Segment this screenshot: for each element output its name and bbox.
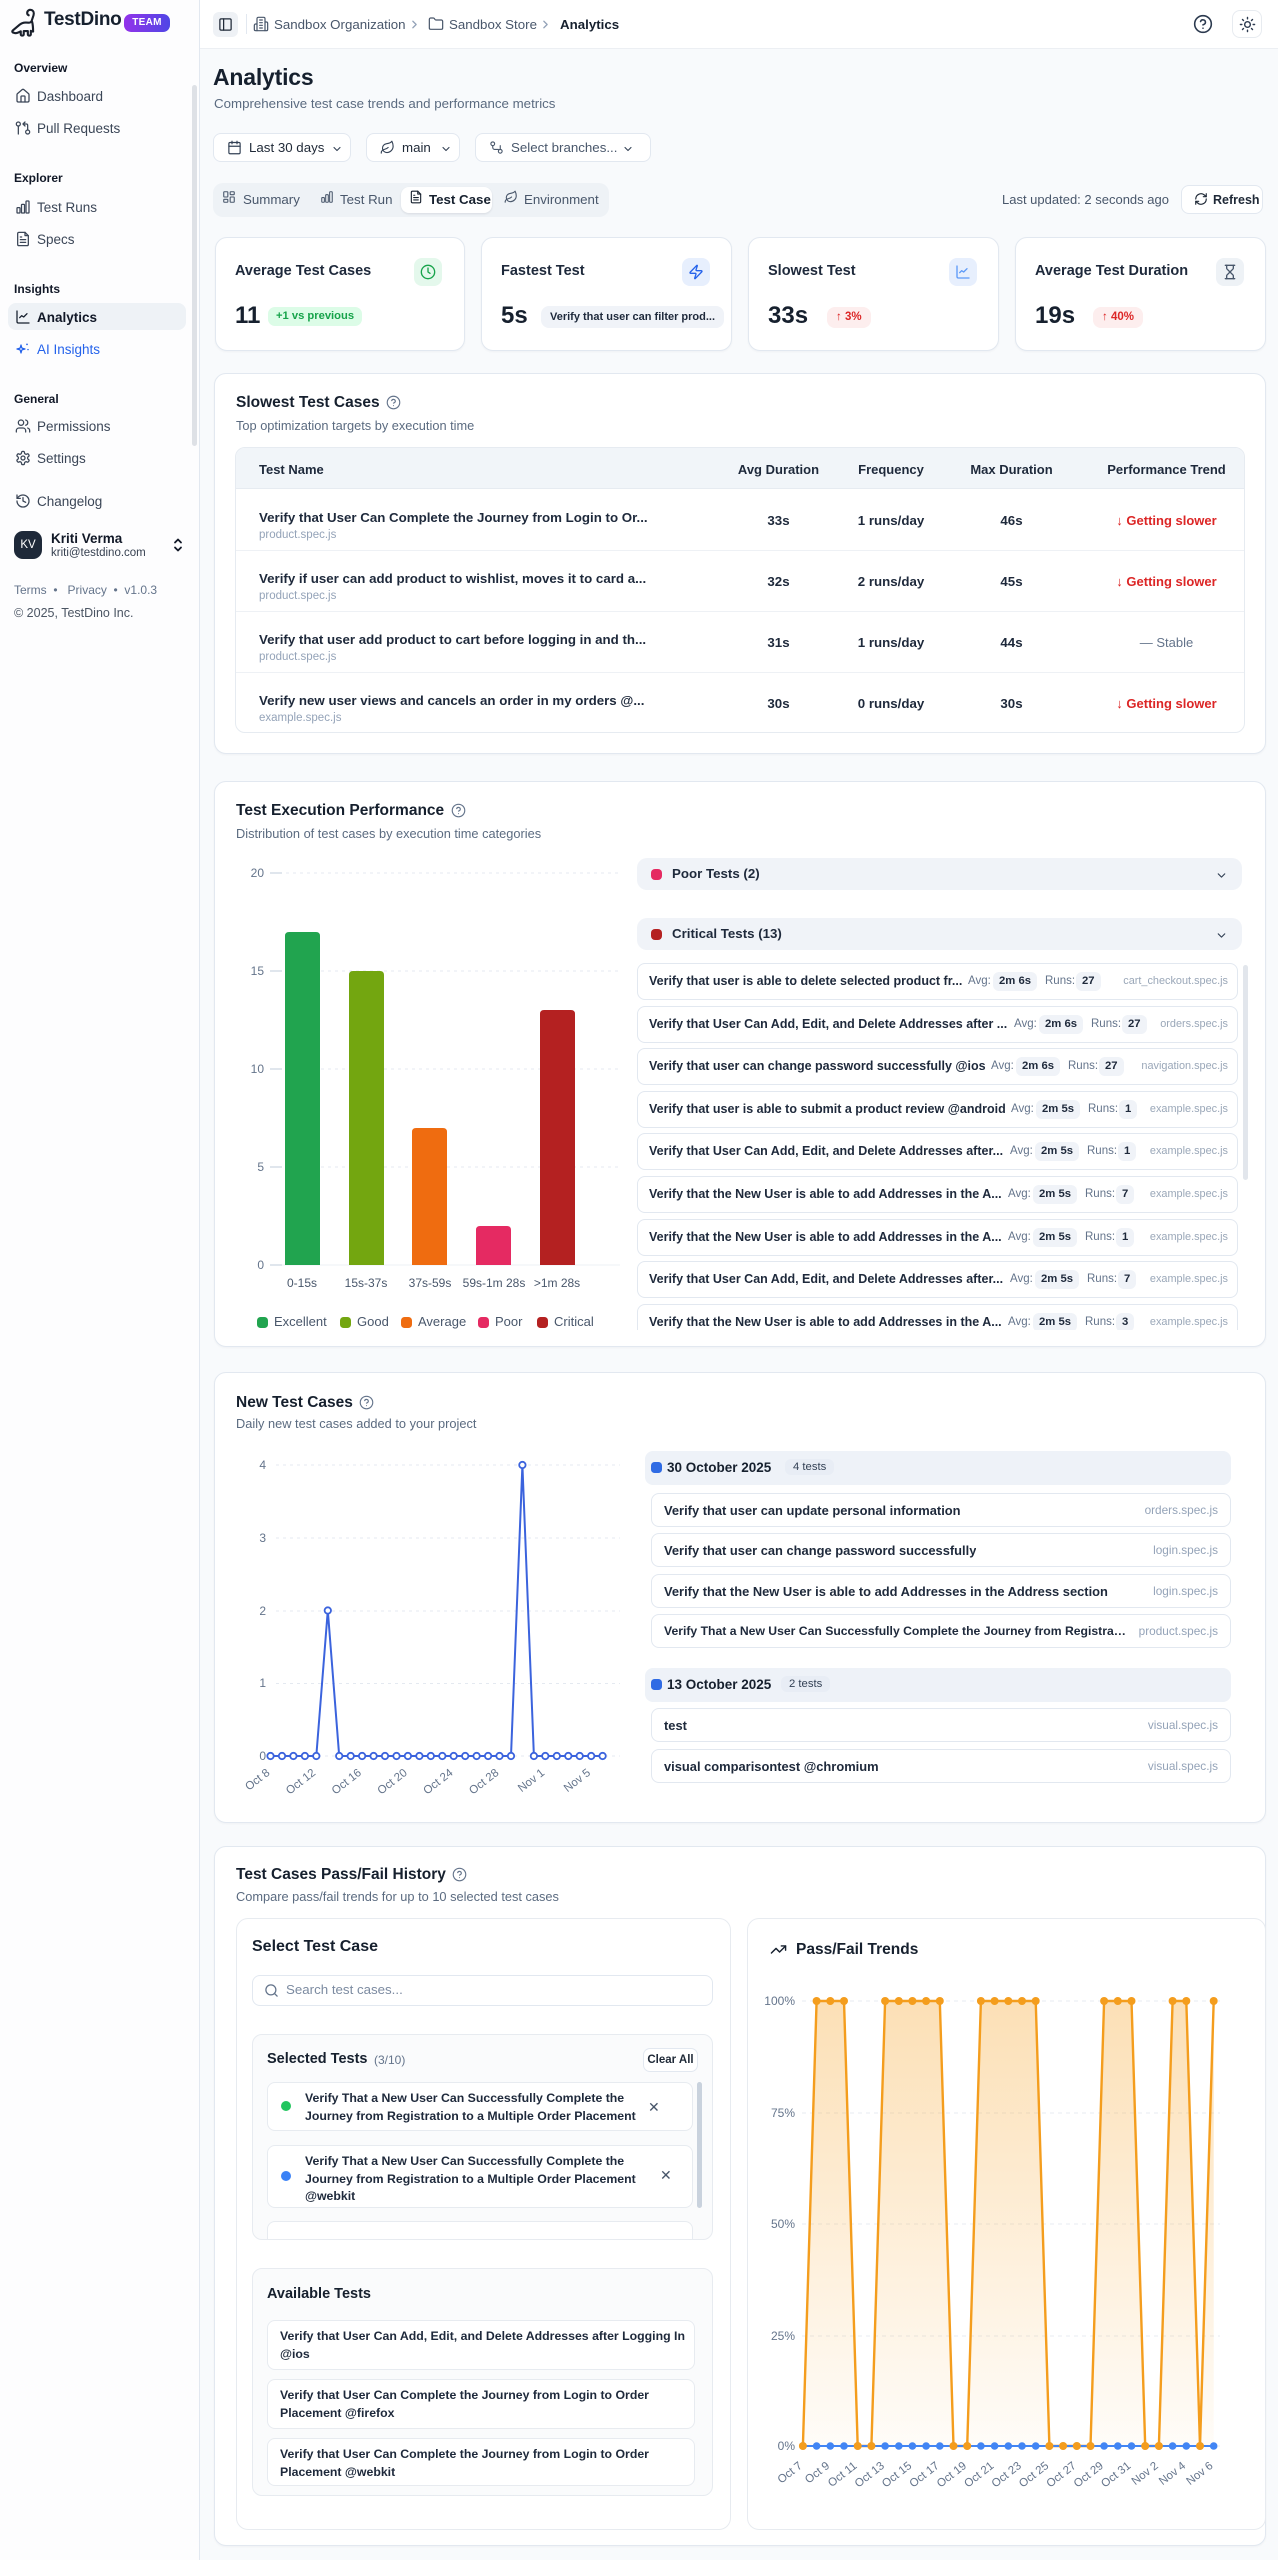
svg-text:100%: 100%: [764, 1994, 795, 2008]
svg-text:Oct 21: Oct 21: [962, 2460, 996, 2490]
svg-text:Oct 13: Oct 13: [853, 2460, 887, 2490]
svg-text:Nov 5: Nov 5: [562, 1767, 593, 1795]
svg-text:0-15s: 0-15s: [287, 1276, 317, 1290]
svg-text:4: 4: [259, 1458, 266, 1472]
svg-text:0%: 0%: [778, 2439, 796, 2453]
svg-text:>1m 28s: >1m 28s: [534, 1276, 580, 1290]
svg-text:Oct 24: Oct 24: [421, 1767, 456, 1798]
svg-text:Oct 23: Oct 23: [990, 2460, 1024, 2490]
svg-text:15: 15: [251, 964, 265, 978]
svg-text:59s-1m 28s: 59s-1m 28s: [463, 1276, 526, 1290]
svg-text:Oct 12: Oct 12: [284, 1767, 318, 1797]
svg-text:37s-59s: 37s-59s: [409, 1276, 452, 1290]
svg-text:Oct 16: Oct 16: [330, 1767, 364, 1797]
svg-text:50%: 50%: [771, 2217, 795, 2231]
svg-text:Oct 8: Oct 8: [243, 1767, 272, 1793]
svg-text:Oct 19: Oct 19: [935, 2460, 969, 2490]
svg-text:Oct 27: Oct 27: [1045, 2460, 1079, 2490]
svg-text:1: 1: [259, 1676, 266, 1690]
svg-text:Oct 28: Oct 28: [467, 1767, 501, 1797]
svg-text:Oct 11: Oct 11: [826, 2460, 859, 2490]
svg-text:10: 10: [251, 1062, 265, 1076]
svg-text:Oct 15: Oct 15: [880, 2460, 914, 2490]
svg-text:Nov 2: Nov 2: [1130, 2460, 1161, 2488]
svg-text:Nov 4: Nov 4: [1157, 2460, 1189, 2488]
svg-text:2: 2: [259, 1604, 266, 1618]
svg-text:15s-37s: 15s-37s: [345, 1276, 388, 1290]
svg-text:0: 0: [257, 1258, 264, 1272]
svg-text:Oct 7: Oct 7: [776, 2460, 805, 2486]
svg-text:3: 3: [259, 1531, 266, 1545]
svg-text:Nov 1: Nov 1: [516, 1767, 547, 1795]
svg-text:20: 20: [251, 866, 265, 880]
svg-text:Oct 31: Oct 31: [1099, 2460, 1133, 2490]
svg-text:Oct 29: Oct 29: [1072, 2460, 1106, 2490]
svg-text:Oct 17: Oct 17: [908, 2460, 942, 2490]
svg-text:5: 5: [257, 1160, 264, 1174]
svg-text:Oct 20: Oct 20: [376, 1767, 410, 1797]
svg-text:25%: 25%: [771, 2329, 795, 2343]
svg-text:0: 0: [259, 1749, 266, 1763]
svg-text:Oct 25: Oct 25: [1017, 2460, 1051, 2490]
svg-text:75%: 75%: [771, 2106, 795, 2120]
svg-text:Nov 6: Nov 6: [1184, 2460, 1215, 2488]
